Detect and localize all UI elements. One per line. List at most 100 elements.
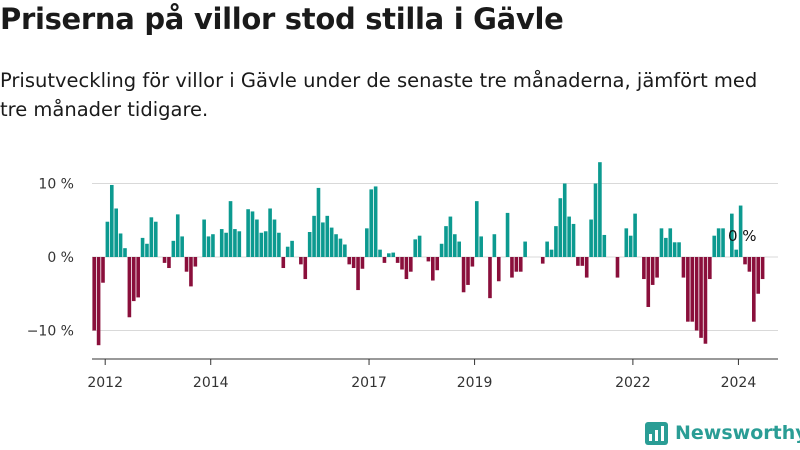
bar: [624, 228, 629, 257]
bar: [457, 241, 461, 257]
bar: [356, 257, 360, 291]
bar: [360, 257, 365, 269]
bar: [263, 231, 268, 257]
bar: [417, 235, 422, 257]
x-tick-label: 2019: [457, 375, 493, 391]
bar: [127, 257, 132, 318]
bar: [290, 240, 294, 257]
bar: [466, 257, 470, 285]
bar: [628, 235, 633, 257]
bar: [743, 257, 747, 265]
bar: [496, 257, 501, 282]
bar: [540, 257, 545, 264]
bar: [677, 242, 681, 257]
bar: [92, 257, 97, 331]
bar: [413, 239, 418, 257]
bar: [479, 236, 483, 257]
bar: [510, 257, 514, 278]
bar: [255, 219, 259, 257]
bar: [334, 234, 338, 258]
bar: [567, 216, 571, 257]
bar: [206, 236, 211, 257]
bar: [272, 219, 277, 257]
newsworthy-logo: Newsworthy: [645, 421, 800, 445]
bar: [730, 213, 734, 257]
bar: [554, 226, 558, 257]
bar: [409, 257, 413, 272]
x-tick-label: 2022: [615, 375, 651, 391]
bar: [171, 240, 176, 257]
latest-value-annotation: 0 %: [728, 227, 757, 245]
y-tick-label: 0 %: [47, 250, 74, 266]
bar: [738, 205, 743, 257]
bar: [576, 257, 580, 266]
bar: [316, 187, 321, 257]
bar: [686, 257, 690, 322]
bar: [518, 257, 523, 272]
bar: [343, 244, 347, 257]
bar: [668, 228, 673, 257]
bar: [237, 231, 242, 257]
bar: [202, 219, 206, 257]
bar: [123, 248, 127, 257]
x-tick-label: 2012: [87, 375, 123, 391]
bar: [655, 257, 659, 278]
bar: [387, 253, 391, 257]
bar: [659, 228, 664, 257]
bar: [584, 257, 589, 278]
bar: [690, 257, 695, 322]
bar: [228, 201, 233, 257]
bar: [571, 223, 576, 257]
bar: [224, 232, 228, 257]
bar: [180, 236, 184, 257]
bar: [545, 241, 549, 257]
bar: [312, 215, 316, 257]
bar: [303, 257, 308, 280]
bar: [268, 208, 272, 257]
bar: [136, 257, 140, 298]
bar: [523, 241, 527, 257]
bar: [650, 257, 655, 285]
chart-subtitle: Prisutveckling för villor i Gävle under …: [0, 69, 758, 121]
bar: [101, 257, 105, 283]
x-tick-label: 2024: [721, 375, 757, 391]
bar: [325, 215, 330, 257]
bar: [505, 212, 510, 257]
brand-name: Newsworthy: [675, 422, 800, 444]
bar: [426, 257, 431, 262]
bar: [184, 257, 189, 272]
bar: [672, 242, 677, 257]
bar: [492, 234, 497, 258]
bar: [365, 228, 369, 257]
y-tick-label: −10 %: [27, 324, 74, 340]
bar: [329, 227, 334, 257]
bar: [760, 257, 765, 280]
bar: [615, 257, 620, 278]
x-axis: [92, 358, 778, 365]
bar: [699, 257, 703, 338]
bar: [703, 257, 708, 344]
bar: [558, 198, 563, 257]
bar: [109, 184, 114, 257]
bar: [694, 257, 699, 331]
bar: [642, 257, 646, 280]
y-tick-label: 10 %: [38, 177, 74, 193]
bar: [140, 237, 145, 257]
bar: [162, 257, 167, 263]
bar: [580, 257, 585, 266]
bar: [321, 222, 325, 257]
bar: [149, 217, 154, 257]
bar: [488, 257, 492, 299]
bar: [598, 162, 602, 257]
bar: [369, 189, 374, 257]
bar: [307, 232, 312, 257]
bar: [285, 246, 290, 257]
bar: [734, 249, 739, 257]
bar: [756, 257, 761, 294]
bar: [646, 257, 651, 307]
bar: [153, 221, 158, 257]
bar: [211, 234, 215, 258]
bar: [246, 209, 250, 257]
bar: [752, 257, 756, 322]
